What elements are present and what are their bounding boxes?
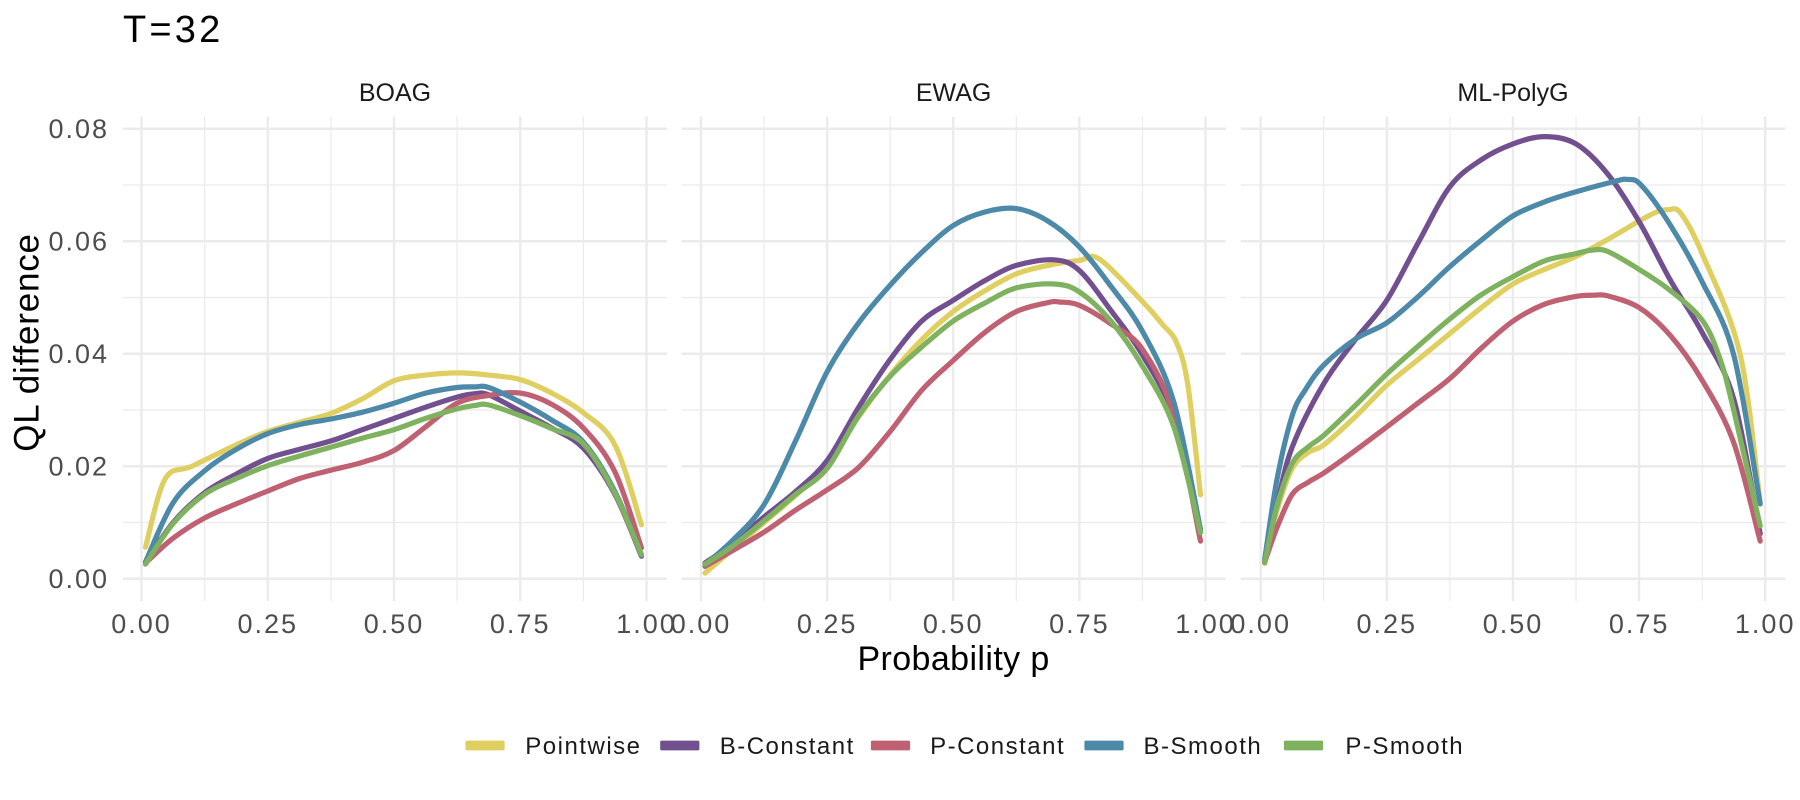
svg-text:ML-PolyG: ML-PolyG — [1457, 79, 1568, 107]
svg-text:0.25: 0.25 — [797, 609, 858, 639]
svg-text:QL difference: QL difference — [8, 233, 47, 452]
svg-text:0.25: 0.25 — [1357, 609, 1418, 639]
svg-text:Probability p: Probability p — [857, 640, 1049, 678]
svg-text:0.75: 0.75 — [1049, 609, 1110, 639]
svg-text:0.00: 0.00 — [111, 609, 172, 639]
svg-text:Pointwise: Pointwise — [525, 733, 641, 760]
svg-text:0.04: 0.04 — [48, 339, 109, 369]
svg-text:EWAG: EWAG — [916, 79, 991, 107]
svg-text:0.50: 0.50 — [923, 609, 984, 639]
svg-text:P-Constant: P-Constant — [930, 733, 1065, 760]
svg-text:1.00: 1.00 — [1175, 609, 1236, 639]
svg-text:P-Smooth: P-Smooth — [1345, 733, 1464, 760]
svg-text:1.00: 1.00 — [616, 609, 677, 639]
svg-text:0.00: 0.00 — [48, 564, 109, 594]
svg-text:BOAG: BOAG — [359, 79, 431, 107]
svg-text:B-Smooth: B-Smooth — [1144, 733, 1263, 760]
svg-text:B-Constant: B-Constant — [720, 733, 855, 760]
svg-text:0.00: 0.00 — [1230, 609, 1291, 639]
svg-text:0.75: 0.75 — [490, 609, 551, 639]
svg-text:0.50: 0.50 — [364, 609, 425, 639]
svg-text:1.00: 1.00 — [1735, 609, 1796, 639]
svg-text:0.50: 0.50 — [1483, 609, 1544, 639]
svg-text:0.75: 0.75 — [1609, 609, 1670, 639]
svg-text:0.06: 0.06 — [48, 226, 109, 256]
svg-text:0.00: 0.00 — [671, 609, 732, 639]
svg-text:T=32: T=32 — [123, 9, 223, 51]
svg-text:0.02: 0.02 — [48, 451, 109, 481]
svg-text:0.25: 0.25 — [238, 609, 299, 639]
svg-text:0.08: 0.08 — [48, 114, 109, 144]
